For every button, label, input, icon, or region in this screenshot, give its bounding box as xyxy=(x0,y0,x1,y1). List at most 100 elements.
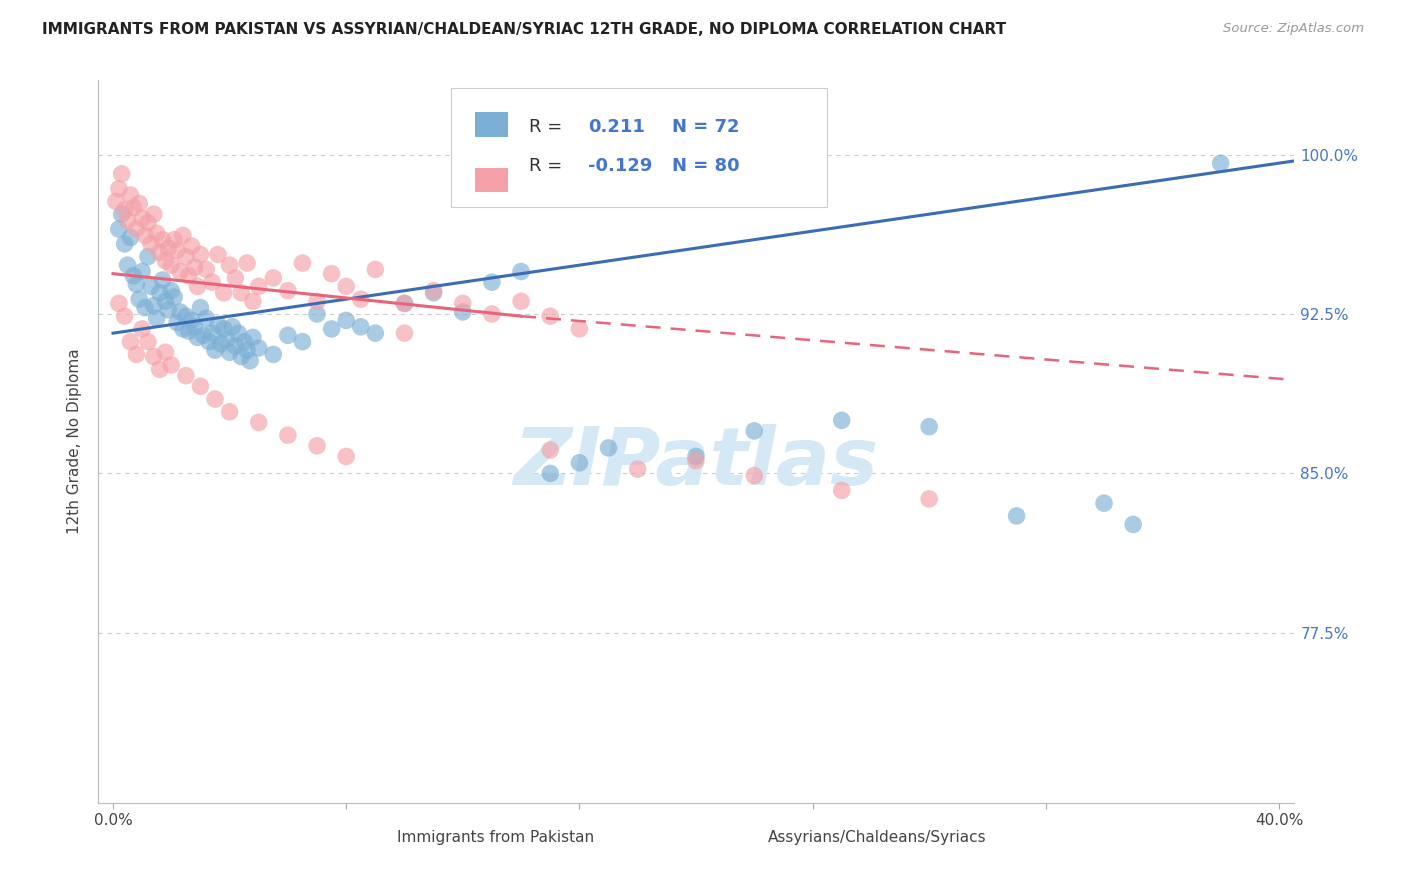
Point xyxy=(134,301,156,315)
Point xyxy=(114,309,136,323)
Point xyxy=(111,207,134,221)
Point xyxy=(685,453,707,467)
Point xyxy=(190,379,212,393)
Point xyxy=(598,441,620,455)
Point xyxy=(742,468,765,483)
FancyBboxPatch shape xyxy=(361,827,388,850)
Text: -0.129: -0.129 xyxy=(589,156,652,175)
Point xyxy=(117,213,139,227)
Point xyxy=(394,296,416,310)
Point xyxy=(685,450,707,464)
Point xyxy=(215,333,238,347)
Point xyxy=(108,296,131,310)
Point xyxy=(394,326,416,340)
Point xyxy=(104,194,127,209)
Point xyxy=(228,326,250,340)
Point xyxy=(207,318,229,332)
Point xyxy=(207,247,229,261)
Point xyxy=(627,462,650,476)
Point xyxy=(247,341,270,355)
Point xyxy=(160,258,183,272)
Text: Immigrants from Pakistan: Immigrants from Pakistan xyxy=(398,830,595,845)
Point xyxy=(163,233,186,247)
Point xyxy=(145,311,167,326)
Point xyxy=(172,322,194,336)
Point xyxy=(262,347,284,361)
Point xyxy=(172,228,194,243)
Point xyxy=(350,292,373,306)
Point xyxy=(166,244,188,258)
Text: N = 72: N = 72 xyxy=(672,119,740,136)
Text: R =: R = xyxy=(529,119,562,136)
Point xyxy=(335,450,357,464)
Point xyxy=(152,273,174,287)
Point xyxy=(157,241,180,255)
Point xyxy=(155,294,177,309)
Point xyxy=(174,250,197,264)
FancyBboxPatch shape xyxy=(733,827,758,850)
Point xyxy=(128,196,150,211)
Point xyxy=(149,245,172,260)
Point xyxy=(155,253,177,268)
Point xyxy=(186,330,208,344)
Point xyxy=(538,443,561,458)
Point xyxy=(236,256,259,270)
Point xyxy=(212,322,235,336)
Point xyxy=(195,262,218,277)
Point xyxy=(510,264,533,278)
Point xyxy=(221,319,243,334)
FancyBboxPatch shape xyxy=(451,87,827,207)
Point xyxy=(364,326,387,340)
Point xyxy=(1122,517,1144,532)
Point xyxy=(180,313,202,327)
Point xyxy=(145,227,167,241)
Point xyxy=(166,316,188,330)
Point xyxy=(160,284,183,298)
Point xyxy=(169,264,191,278)
Point xyxy=(538,309,561,323)
Point xyxy=(742,424,765,438)
Point xyxy=(142,299,165,313)
Point xyxy=(247,416,270,430)
Text: Assyrians/Chaldeans/Syriacs: Assyrians/Chaldeans/Syriacs xyxy=(768,830,986,845)
Point xyxy=(114,202,136,217)
Point xyxy=(451,296,474,310)
Point xyxy=(195,311,218,326)
Point xyxy=(149,285,172,300)
Point xyxy=(193,328,215,343)
Point xyxy=(131,264,153,278)
Point xyxy=(918,419,941,434)
Point xyxy=(291,256,314,270)
Point xyxy=(177,324,200,338)
Point xyxy=(198,334,221,349)
Point xyxy=(1092,496,1115,510)
Point xyxy=(218,405,240,419)
Point xyxy=(218,258,240,272)
Point xyxy=(131,322,153,336)
Point xyxy=(481,275,503,289)
Point xyxy=(120,334,142,349)
Point xyxy=(204,343,226,358)
Point xyxy=(111,167,134,181)
Point xyxy=(120,230,142,244)
FancyBboxPatch shape xyxy=(475,168,509,193)
Point xyxy=(831,483,853,498)
Point xyxy=(163,290,186,304)
Point xyxy=(239,353,262,368)
Point xyxy=(142,350,165,364)
Point xyxy=(1005,508,1028,523)
Point xyxy=(180,239,202,253)
Point xyxy=(190,247,212,261)
Text: 0.211: 0.211 xyxy=(589,119,645,136)
Point xyxy=(451,305,474,319)
Point xyxy=(209,336,232,351)
Point xyxy=(149,362,172,376)
Point xyxy=(291,334,314,349)
Point xyxy=(212,285,235,300)
Point xyxy=(169,305,191,319)
Point xyxy=(108,222,131,236)
Point xyxy=(142,207,165,221)
Point xyxy=(120,188,142,202)
Point xyxy=(305,439,328,453)
Text: R =: R = xyxy=(529,156,562,175)
